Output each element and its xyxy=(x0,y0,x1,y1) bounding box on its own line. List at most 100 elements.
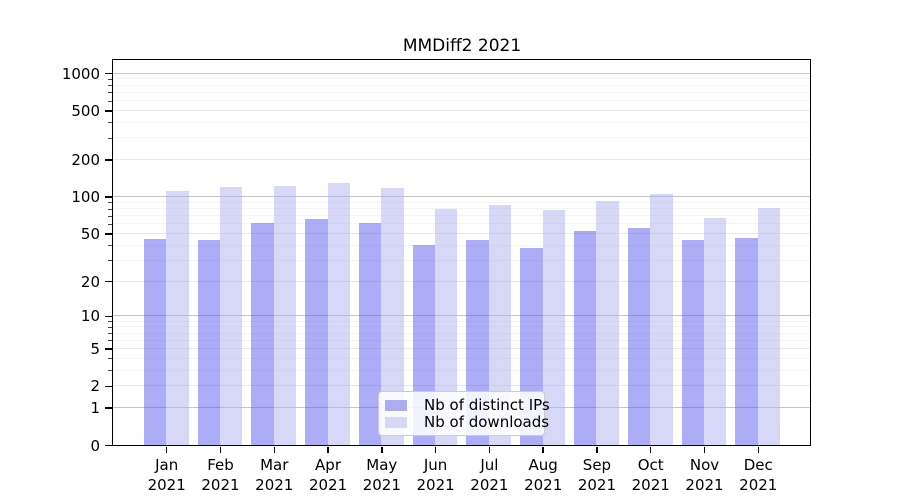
bar-downloads-nov-2021 xyxy=(704,217,727,445)
x-tick-label: Jun 2021 xyxy=(416,456,455,494)
y-tick-mark xyxy=(105,159,112,161)
y-minor-tick-mark xyxy=(108,85,112,87)
y-minor-tick-mark xyxy=(108,321,112,323)
minor-gridline xyxy=(113,215,810,217)
major-gridline xyxy=(113,348,810,350)
major-gridline xyxy=(113,232,810,234)
bar-downloads-may-2021 xyxy=(381,187,404,445)
minor-gridline xyxy=(113,223,810,225)
y-tick-mark xyxy=(105,444,112,447)
bar-downloads-feb-2021 xyxy=(219,186,243,445)
x-tick-mark xyxy=(488,447,491,453)
x-tick-mark xyxy=(703,447,706,453)
y-tick-label: 5 xyxy=(90,340,100,359)
minor-gridline xyxy=(113,259,810,261)
minor-gridline xyxy=(113,244,810,246)
minor-gridline xyxy=(113,137,810,139)
legend-label-downloads: Nb of downloads xyxy=(424,413,550,431)
major-gridline xyxy=(113,159,810,161)
x-tick-mark xyxy=(327,447,329,453)
y-tick-mark xyxy=(105,233,112,235)
ips-series-swatch-icon xyxy=(385,400,407,411)
x-tick-mark xyxy=(273,447,275,453)
y-tick-mark xyxy=(105,110,112,112)
x-tick-mark xyxy=(165,447,168,453)
y-tick-mark xyxy=(105,385,112,388)
major-gridline xyxy=(113,385,810,387)
y-minor-tick-mark xyxy=(108,137,112,139)
y-minor-tick-mark xyxy=(108,223,112,225)
plot-area xyxy=(112,59,811,446)
y-tick-mark xyxy=(105,280,112,283)
bar-distinct-ips-feb-2021 xyxy=(197,240,220,445)
minor-gridline xyxy=(113,78,810,80)
minor-gridline xyxy=(113,339,810,341)
x-tick-label: Oct 2021 xyxy=(631,456,670,494)
major-gridline xyxy=(113,109,810,111)
legend-item-downloads: Nb of downloads xyxy=(385,414,549,431)
y-tick-label: 1 xyxy=(90,399,100,418)
x-tick-mark xyxy=(381,447,383,453)
y-tick-mark xyxy=(105,315,112,318)
minor-gridline xyxy=(113,208,810,209)
minor-gridline xyxy=(113,320,810,322)
x-tick-mark xyxy=(649,447,652,453)
y-minor-tick-mark xyxy=(108,358,112,360)
major-gridline xyxy=(113,280,810,282)
y-minor-tick-mark xyxy=(108,326,112,328)
y-minor-tick-mark xyxy=(108,215,112,217)
minor-gridline xyxy=(113,326,810,328)
x-tick-label: Jan 2021 xyxy=(147,456,186,494)
y-tick-mark xyxy=(105,196,112,198)
y-tick-label: 10 xyxy=(80,307,100,326)
legend-item-distinct-ips: Nb of distinct IPs xyxy=(385,397,550,414)
legend-box: Nb of distinct IPs Nb of downloads xyxy=(378,391,550,436)
bar-downloads-apr-2021 xyxy=(327,183,350,445)
x-tick-label: Mar 2021 xyxy=(255,456,294,494)
y-minor-tick-mark xyxy=(108,202,112,204)
downloads-series-swatch-icon xyxy=(385,417,407,428)
x-tick-label: May 2021 xyxy=(362,456,401,494)
y-tick-mark xyxy=(105,348,112,350)
bar-downloads-oct-2021 xyxy=(650,194,673,445)
y-minor-tick-mark xyxy=(108,92,112,94)
y-minor-tick-mark xyxy=(108,340,112,342)
minor-gridline xyxy=(113,201,810,203)
y-tick-label: 100 xyxy=(71,188,100,207)
bar-distinct-ips-mar-2021 xyxy=(251,222,274,445)
y-minor-tick-mark xyxy=(108,370,112,372)
y-minor-tick-mark xyxy=(108,78,112,80)
minor-gridline xyxy=(113,100,810,102)
minor-gridline xyxy=(113,121,810,123)
y-tick-mark xyxy=(105,72,112,75)
chart-title: MMDiff2 2021 xyxy=(402,36,522,56)
bar-downloads-dec-2021 xyxy=(757,207,781,445)
x-tick-mark xyxy=(757,447,760,453)
bar-distinct-ips-oct-2021 xyxy=(627,228,651,445)
x-tick-label: Sep 2021 xyxy=(577,456,617,494)
x-tick-mark xyxy=(542,447,544,453)
bar-distinct-ips-dec-2021 xyxy=(735,237,758,445)
bar-downloads-jan-2021 xyxy=(166,190,189,445)
y-tick-label: 50 xyxy=(80,224,100,243)
bar-distinct-ips-nov-2021 xyxy=(681,240,704,445)
x-tick-label: Apr 2021 xyxy=(308,456,348,494)
minor-gridline xyxy=(113,369,810,371)
bar-distinct-ips-sep-2021 xyxy=(574,231,597,445)
minor-gridline xyxy=(113,84,810,86)
minor-gridline xyxy=(113,91,810,93)
bar-distinct-ips-may-2021 xyxy=(358,222,382,445)
bar-downloads-aug-2021 xyxy=(542,209,566,445)
x-tick-label: Aug 2021 xyxy=(524,456,563,494)
y-tick-label: 500 xyxy=(71,101,100,120)
y-minor-tick-mark xyxy=(108,100,112,102)
bar-downloads-jun-2021 xyxy=(435,208,458,445)
bar-downloads-jul-2021 xyxy=(488,204,512,445)
y-minor-tick-mark xyxy=(108,122,112,124)
x-tick-label: Jul 2021 xyxy=(470,456,509,494)
x-tick-label: Nov 2021 xyxy=(685,456,724,494)
bar-downloads-sep-2021 xyxy=(596,201,619,445)
y-tick-label: 200 xyxy=(71,151,100,170)
x-tick-mark xyxy=(434,447,437,453)
